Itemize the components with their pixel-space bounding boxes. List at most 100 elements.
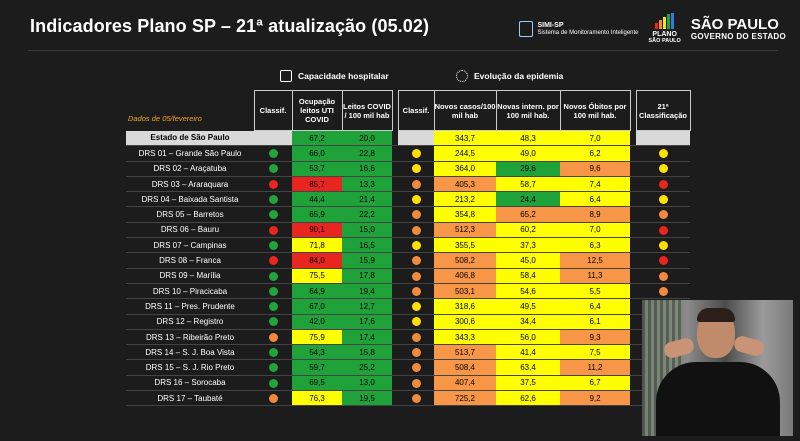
leitos-value: 12,7 xyxy=(342,298,392,315)
simi-mark-icon xyxy=(519,21,534,37)
column-gap xyxy=(630,161,636,177)
simi-logo-text: SIMI-SP xyxy=(537,21,564,29)
ocupacao-value: 90,1 xyxy=(292,222,342,239)
leitos-value: 15,8 xyxy=(342,344,392,361)
table-row: DRS 13 – Ribeirão Preto 75,9 17,4 343,3 56,0… xyxy=(126,329,690,346)
classif-21 xyxy=(636,222,690,239)
status-dot-orange xyxy=(411,256,421,266)
obitos-value: 7,4 xyxy=(560,176,630,193)
classif-hospital xyxy=(254,237,292,254)
intern-value: 48,3 xyxy=(496,130,560,147)
status-dot-orange xyxy=(411,271,421,281)
status-dot-green xyxy=(268,363,278,373)
classif-hospital xyxy=(254,344,292,361)
region-name: DRS 06 – Bauru xyxy=(126,222,254,239)
table-header-row: Classif. Ocupação leitos UTI COVID Leito… xyxy=(126,90,691,131)
header-classif-epidemia: Classif. xyxy=(397,90,435,131)
status-dot-orange xyxy=(411,210,421,220)
sp-logo-line1: SÃO PAULO xyxy=(690,16,779,33)
leitos-value: 13,3 xyxy=(342,176,392,193)
column-gap xyxy=(630,237,636,254)
ocupacao-value: 53,7 xyxy=(292,161,342,177)
ocupacao-value: 85,7 xyxy=(292,176,342,193)
header-obitos: Novos Óbitos por 100 mil hab. xyxy=(559,90,631,131)
classif-hospital xyxy=(254,329,292,346)
column-gap xyxy=(392,359,398,376)
classif-hospital xyxy=(254,298,292,315)
obitos-value: 5,5 xyxy=(560,283,630,300)
table-row: DRS 16 – Sorocaba 69,5 13,0 407,4 37,5 6,7 xyxy=(126,375,690,392)
casos-value: 406,8 xyxy=(434,268,496,284)
column-gap xyxy=(630,329,636,346)
classif-epidemia xyxy=(398,252,434,269)
casos-value: 407,4 xyxy=(434,375,496,392)
column-gap xyxy=(392,252,398,269)
header-blank xyxy=(126,91,254,131)
casos-value: 213,2 xyxy=(434,191,496,208)
ocupacao-value: 59,7 xyxy=(292,359,342,376)
leitos-value: 20,0 xyxy=(342,130,392,147)
status-dot-orange xyxy=(268,332,278,342)
intern-value: 37,5 xyxy=(496,375,560,392)
column-gap xyxy=(630,359,636,376)
intern-value: 49,0 xyxy=(496,145,560,162)
region-name: DRS 02 – Araçatuba xyxy=(126,161,254,177)
column-gap xyxy=(630,145,636,162)
status-dot-yellow xyxy=(658,195,668,205)
region-name: DRS 10 – Piracicaba xyxy=(126,283,254,300)
status-dot-orange xyxy=(658,286,668,296)
column-gap xyxy=(392,145,398,162)
intern-value: 49,5 xyxy=(496,298,560,315)
leitos-value: 16,5 xyxy=(342,237,392,254)
intern-value: 34,4 xyxy=(496,314,560,330)
classif-epidemia xyxy=(398,283,434,300)
status-dot-red xyxy=(658,225,668,235)
column-gap xyxy=(392,176,398,193)
status-dot-green xyxy=(268,348,278,357)
intern-value: 45,0 xyxy=(496,252,560,269)
column-gap xyxy=(392,298,398,315)
classif-epidemia xyxy=(398,344,434,361)
region-name: DRS 04 – Baixada Santista xyxy=(126,191,254,208)
classif-21 xyxy=(636,252,690,269)
casos-value: 355,5 xyxy=(434,237,496,254)
table-row: DRS 03 – Araraquara 85,7 13,3 405,3 58,7 7,4 xyxy=(126,176,690,193)
ocupacao-value: 42,0 xyxy=(292,314,342,330)
table-row: DRS 07 – Campinas 71,8 16,5 355,5 37,3 6,3 xyxy=(126,237,690,254)
region-name: Estado de São Paulo xyxy=(126,130,254,147)
casos-value: 354,8 xyxy=(434,206,496,223)
classif-epidemia xyxy=(398,314,434,330)
leitos-value: 17,8 xyxy=(342,268,392,284)
classif-epidemia xyxy=(398,375,434,392)
column-gap xyxy=(392,130,398,147)
data-date: Dados de 05/fevereiro xyxy=(128,114,202,123)
classif-hospital xyxy=(254,161,292,177)
region-name: DRS 08 – Franca xyxy=(126,252,254,269)
interpreter-body xyxy=(656,362,780,436)
column-gap xyxy=(630,298,636,315)
sign-language-interpreter-video xyxy=(642,300,793,436)
casos-value: 508,4 xyxy=(434,359,496,376)
classif-21 xyxy=(636,145,690,162)
intern-value: 58,4 xyxy=(496,268,560,284)
section-hospital-label: Capacidade hospitalar xyxy=(298,71,389,81)
plano-bars-icon xyxy=(655,13,675,29)
status-dot-orange xyxy=(411,332,421,342)
status-dot-red xyxy=(268,256,278,266)
table-row: DRS 17 – Taubaté 76,3 19,5 725,2 62,6 9,2 xyxy=(126,390,690,407)
classif-hospital xyxy=(254,283,292,300)
casos-value: 508,2 xyxy=(434,252,496,269)
column-gap xyxy=(630,176,636,193)
column-gap xyxy=(630,375,636,392)
column-gap xyxy=(630,130,636,147)
table-row: DRS 14 – S. J. Boa Vista 54,3 15,8 513,7 41,… xyxy=(126,344,690,361)
casos-value: 244,5 xyxy=(434,145,496,162)
status-dot-green xyxy=(268,149,278,159)
classif-21 xyxy=(636,283,690,300)
ocupacao-value: 66,0 xyxy=(292,145,342,162)
classif-21 xyxy=(636,161,690,177)
region-name: DRS 16 – Sorocaba xyxy=(126,375,254,392)
obitos-value: 7,5 xyxy=(560,344,630,361)
classif-21 xyxy=(636,206,690,223)
obitos-value: 9,3 xyxy=(560,329,630,346)
